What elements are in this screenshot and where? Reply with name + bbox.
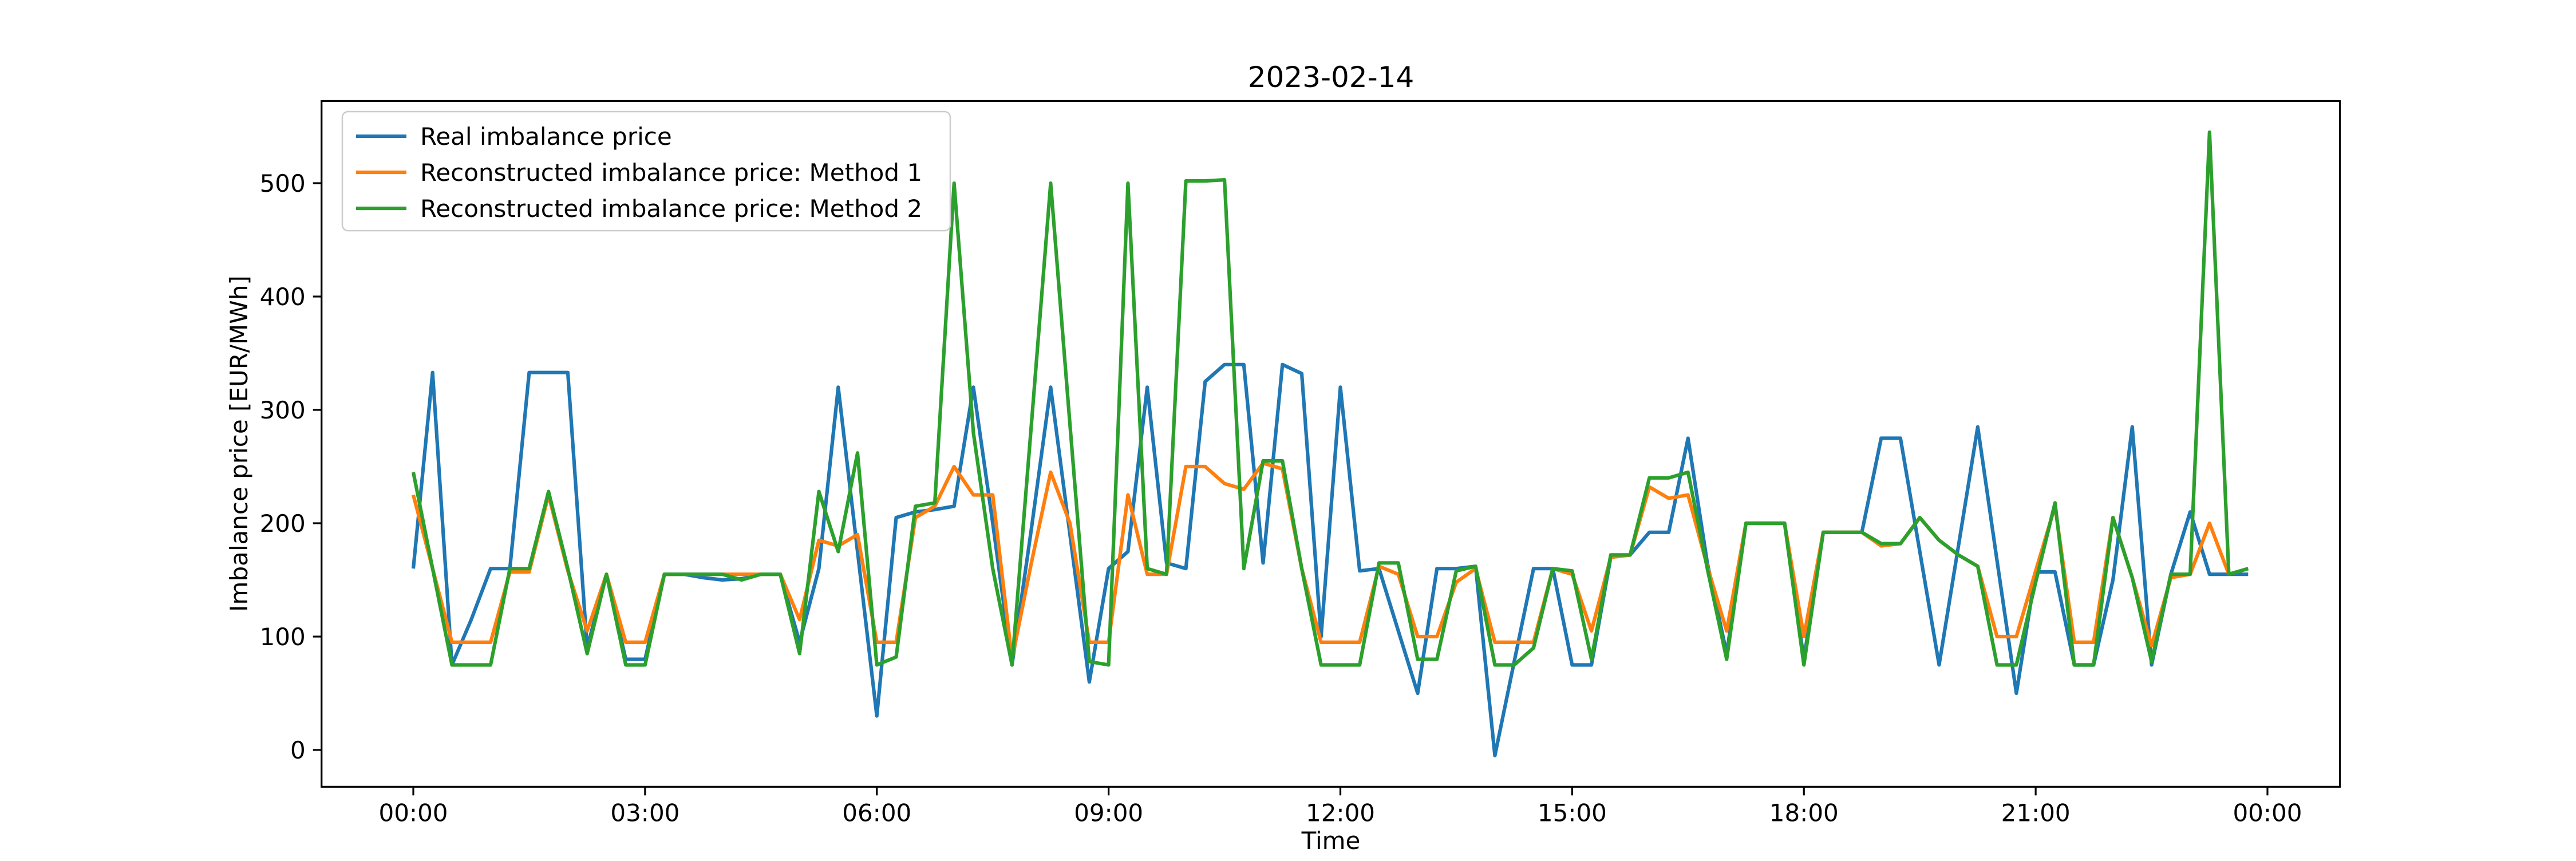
plot-frame [321,100,2341,788]
legend: Real imbalance price Reconstructed imbala… [341,110,951,232]
x-tick-label: 15:00 [1538,799,1607,827]
series-line-reconstructed-imbalance-price-method-2 [411,130,2249,667]
legend-box [341,110,951,232]
legend-label: Reconstructed imbalance price: Method 1 [420,159,922,187]
x-tick-label: 06:00 [842,799,911,827]
legend-label: Reconstructed imbalance price: Method 2 [420,195,922,223]
series-lines [411,130,2249,758]
y-tick-label: 300 [260,396,306,424]
x-tick-label: 18:00 [1769,799,1839,827]
y-tick-label: 0 [290,736,306,764]
series-line-real-imbalance-price [411,362,2249,758]
x-tick-label: 00:00 [378,799,448,827]
y-tick-label: 100 [260,623,306,651]
legend-label: Real imbalance price [420,123,672,151]
y-tick-label: 500 [260,169,306,198]
x-axis-label: Time [1301,827,1361,855]
x-tick-label: 21:00 [2001,799,2071,827]
x-tick-label: 00:00 [2233,799,2302,827]
x-tick-label: 12:00 [1306,799,1375,827]
x-tick-label: 09:00 [1074,799,1143,827]
y-tick-label: 400 [260,283,306,311]
chart-title: 2023-02-14 [1248,61,1415,94]
y-axis-label: Imbalance price [EUR/MWh] [225,275,253,612]
y-tick-label: 200 [260,510,306,538]
x-tick-label: 03:00 [610,799,679,827]
axes: 0 100 200 300 400 500 00:00 03:00 06:00 09:00 12:0… [260,100,2341,827]
